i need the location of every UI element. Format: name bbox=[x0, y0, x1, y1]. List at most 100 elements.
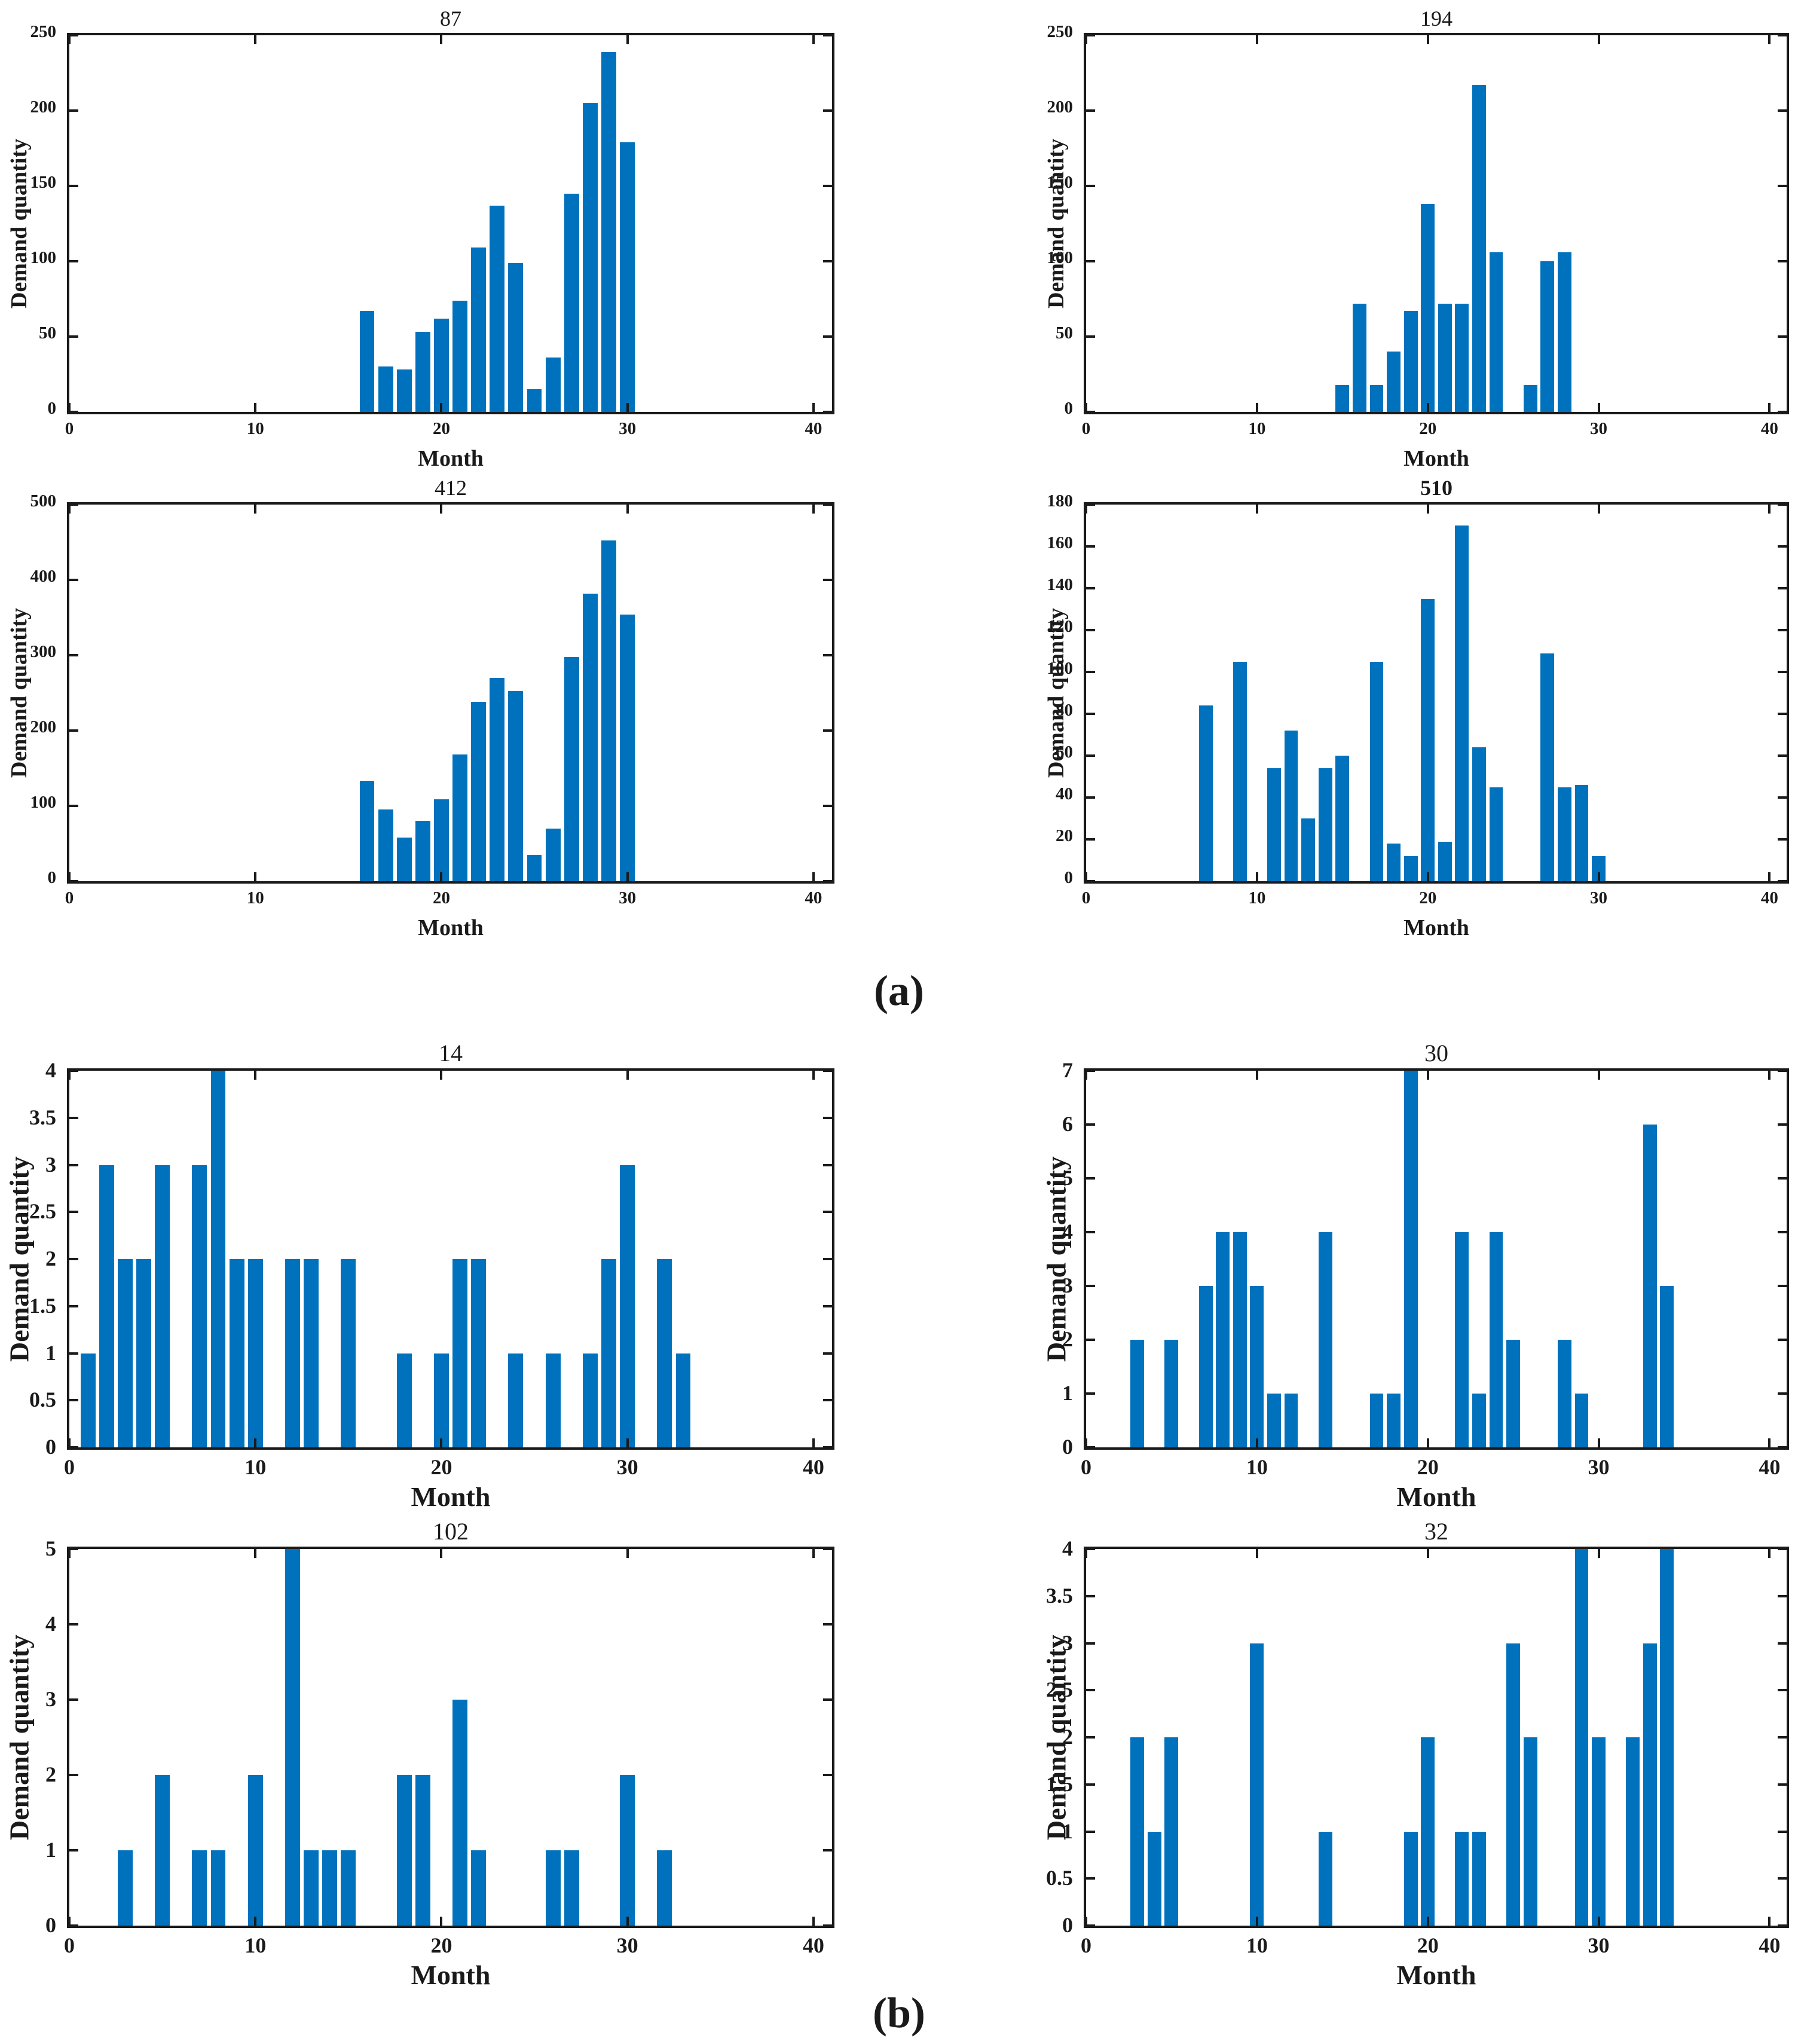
y-tick-mark bbox=[823, 1924, 832, 1927]
bar bbox=[582, 1353, 598, 1447]
plot-area bbox=[67, 1547, 834, 1928]
y-tick-mark bbox=[1086, 754, 1095, 757]
y-tick-label: 2.5 bbox=[29, 1199, 56, 1224]
bar bbox=[433, 318, 449, 412]
bar bbox=[582, 103, 598, 412]
y-tick-mark bbox=[1778, 1877, 1787, 1880]
y-tick-mark bbox=[1778, 1231, 1787, 1233]
chart-title: 194 bbox=[1420, 7, 1453, 31]
bar bbox=[229, 1259, 244, 1447]
x-tick-mark bbox=[68, 1549, 71, 1558]
y-tick-mark bbox=[1086, 1594, 1095, 1597]
chart-title: 32 bbox=[1424, 1518, 1448, 1545]
x-tick-label: 40 bbox=[805, 888, 822, 908]
x-tick-label: 0 bbox=[64, 1933, 75, 1957]
bar bbox=[378, 366, 393, 412]
y-tick-label: 100 bbox=[1047, 248, 1074, 267]
y-tick-label: 3 bbox=[45, 1687, 56, 1711]
y-tick-mark bbox=[1778, 335, 1787, 338]
bar bbox=[99, 1165, 114, 1447]
bar bbox=[1198, 705, 1213, 881]
chart-title: 30 bbox=[1424, 1040, 1448, 1067]
x-tick-mark bbox=[440, 1549, 443, 1558]
x-tick-mark bbox=[812, 1549, 815, 1558]
bar bbox=[620, 1165, 635, 1447]
y-tick-label: 200 bbox=[30, 717, 57, 737]
x-tick-mark bbox=[1597, 872, 1600, 881]
y-tick-mark bbox=[823, 1623, 832, 1626]
y-tick-mark bbox=[1778, 1642, 1787, 1645]
y-tick-mark bbox=[823, 1163, 832, 1166]
x-tick-mark bbox=[1255, 1549, 1258, 1558]
x-tick-mark bbox=[68, 1917, 71, 1926]
y-axis-label: Demand quantity bbox=[7, 139, 32, 308]
bar bbox=[117, 1259, 133, 1447]
y-tick-label: 4 bbox=[1062, 1536, 1073, 1560]
y-tick-label: 3 bbox=[1062, 1273, 1073, 1297]
y-tick-mark bbox=[1086, 713, 1095, 715]
y-tick-mark bbox=[1778, 411, 1787, 413]
y-tick-mark bbox=[1086, 1877, 1095, 1880]
y-tick-label: 250 bbox=[30, 22, 57, 41]
y-tick-label: 1 bbox=[1062, 1819, 1073, 1843]
x-tick-mark bbox=[1255, 872, 1258, 881]
y-tick-mark bbox=[823, 1116, 832, 1119]
y-tick-mark bbox=[69, 1446, 78, 1449]
y-tick-mark bbox=[1778, 109, 1787, 112]
x-tick-mark bbox=[1255, 1071, 1258, 1080]
y-tick-mark bbox=[1086, 503, 1095, 506]
y-tick-label: 160 bbox=[1047, 533, 1074, 552]
x-tick-mark bbox=[1255, 505, 1258, 514]
y-tick-mark bbox=[1778, 1392, 1787, 1395]
chart-87: 87 Demand quantity Month 0 10 20 30 40 0 50 100… bbox=[0, 2, 897, 480]
bar bbox=[1592, 856, 1606, 881]
x-tick-mark bbox=[1768, 505, 1771, 514]
y-tick-mark bbox=[823, 1399, 832, 1402]
y-tick-label: 0 bbox=[1062, 1913, 1073, 1937]
x-tick-mark bbox=[68, 1071, 71, 1080]
x-tick-label: 20 bbox=[1419, 419, 1437, 438]
chart-102: 102 Demand quantity Month 0 10 20 30 40 0 1 2 3 4… bbox=[0, 1516, 897, 1994]
plot-area bbox=[67, 502, 834, 884]
bar bbox=[1472, 85, 1486, 412]
bar bbox=[1267, 768, 1281, 881]
x-axis-label: Month bbox=[1396, 1960, 1476, 1990]
y-tick-mark bbox=[1778, 1594, 1787, 1597]
bar bbox=[1455, 1831, 1469, 1926]
y-tick-label: 60 bbox=[1056, 743, 1073, 762]
y-axis-label: Demand quantity bbox=[7, 608, 32, 778]
y-tick-label: 3 bbox=[1062, 1630, 1073, 1655]
x-tick-label: 10 bbox=[244, 1933, 267, 1957]
y-tick-label: 2.5 bbox=[1046, 1678, 1073, 1702]
x-tick-mark bbox=[1597, 1438, 1600, 1447]
chart-30: 30 Demand quantity Month 0 10 20 30 40 0 1 2 3 4 5… bbox=[989, 1037, 1798, 1516]
bar bbox=[1438, 303, 1452, 412]
y-tick-mark bbox=[69, 260, 78, 262]
bar bbox=[1369, 1394, 1384, 1447]
y-tick-label: 1.5 bbox=[1046, 1771, 1073, 1796]
x-tick-mark bbox=[440, 403, 443, 412]
y-tick-mark bbox=[1778, 1070, 1787, 1072]
bar bbox=[601, 540, 616, 881]
x-tick-mark bbox=[254, 35, 257, 44]
x-axis-label: Month bbox=[1403, 915, 1469, 940]
y-tick-mark bbox=[823, 1774, 832, 1776]
x-tick-mark bbox=[1768, 1438, 1771, 1447]
y-tick-mark bbox=[1778, 671, 1787, 673]
x-tick-mark bbox=[1597, 35, 1600, 44]
bar bbox=[508, 691, 524, 881]
y-tick-mark bbox=[1086, 1736, 1095, 1739]
bar bbox=[155, 1775, 170, 1926]
bar bbox=[1626, 1737, 1640, 1926]
y-tick-label: 4 bbox=[1062, 1220, 1073, 1243]
y-axis-label: Demand quantity bbox=[1044, 139, 1069, 308]
y-tick-mark bbox=[823, 109, 832, 112]
x-axis-label: Month bbox=[1403, 446, 1469, 471]
y-tick-mark bbox=[69, 109, 78, 112]
bar bbox=[210, 1850, 226, 1926]
bar bbox=[452, 754, 467, 881]
y-tick-mark bbox=[1086, 1548, 1095, 1550]
y-tick-mark bbox=[823, 34, 832, 36]
y-tick-mark bbox=[1778, 1285, 1787, 1287]
chart-title: 87 bbox=[440, 7, 461, 31]
